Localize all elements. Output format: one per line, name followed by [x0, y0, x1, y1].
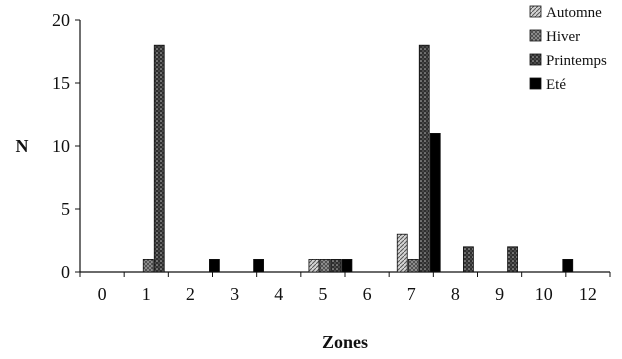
legend-swatch — [529, 77, 542, 90]
bar-et-zone-5 — [341, 258, 353, 273]
legend-label: Printemps — [546, 53, 607, 69]
x-tick-label: 1 — [142, 284, 151, 304]
bar-printemps-zone-5 — [330, 258, 342, 273]
bar-automne-zone-7 — [396, 233, 408, 273]
x-tick-label: 4 — [274, 284, 283, 304]
bar-hiver-zone-1 — [142, 258, 154, 273]
x-tick-label: 10 — [535, 284, 553, 304]
bars — [142, 44, 574, 273]
bar-printemps-zone-8 — [463, 246, 474, 273]
bar-et-zone-7 — [429, 132, 441, 273]
bar-printemps-zone-1 — [153, 44, 165, 273]
x-tick-label: 9 — [495, 284, 504, 304]
y-tick-label: 10 — [52, 136, 70, 156]
y-tick-label: 20 — [52, 10, 70, 30]
bar-et-zone-3 — [253, 258, 264, 273]
legend-swatch — [529, 29, 542, 42]
y-tick-label: 15 — [52, 73, 70, 93]
x-tick-label: 7 — [407, 284, 416, 304]
y-axis-label: N — [16, 136, 29, 156]
y-tick-label: 5 — [61, 199, 70, 219]
legend-label: Eté — [546, 77, 566, 93]
x-tick-label: 2 — [186, 284, 195, 304]
bar-et-zone-2 — [209, 258, 220, 273]
x-axis-label: Zones — [322, 332, 368, 352]
legend-label: Automne — [546, 5, 602, 21]
legend-label: Hiver — [546, 29, 580, 45]
bar-et-zone-10 — [562, 258, 574, 273]
x-tick-label: 12 — [579, 284, 597, 304]
legend-swatch — [529, 5, 542, 18]
x-tick-label: 3 — [230, 284, 239, 304]
bar-printemps-zone-7 — [418, 44, 430, 273]
bar-automne-zone-5 — [308, 258, 320, 273]
x-tick-label: 0 — [98, 284, 107, 304]
legend: Automne Hiver Printemps Eté — [529, 5, 607, 93]
bar-printemps-zone-9 — [507, 246, 518, 273]
x-tick-label: 5 — [318, 284, 327, 304]
x-tick-label: 6 — [363, 284, 372, 304]
legend-swatch — [529, 53, 542, 66]
bar-hiver-zone-5 — [319, 258, 331, 273]
x-tick-label: 8 — [451, 284, 460, 304]
bar-hiver-zone-7 — [407, 258, 419, 273]
y-tick-label: 0 — [61, 262, 70, 282]
